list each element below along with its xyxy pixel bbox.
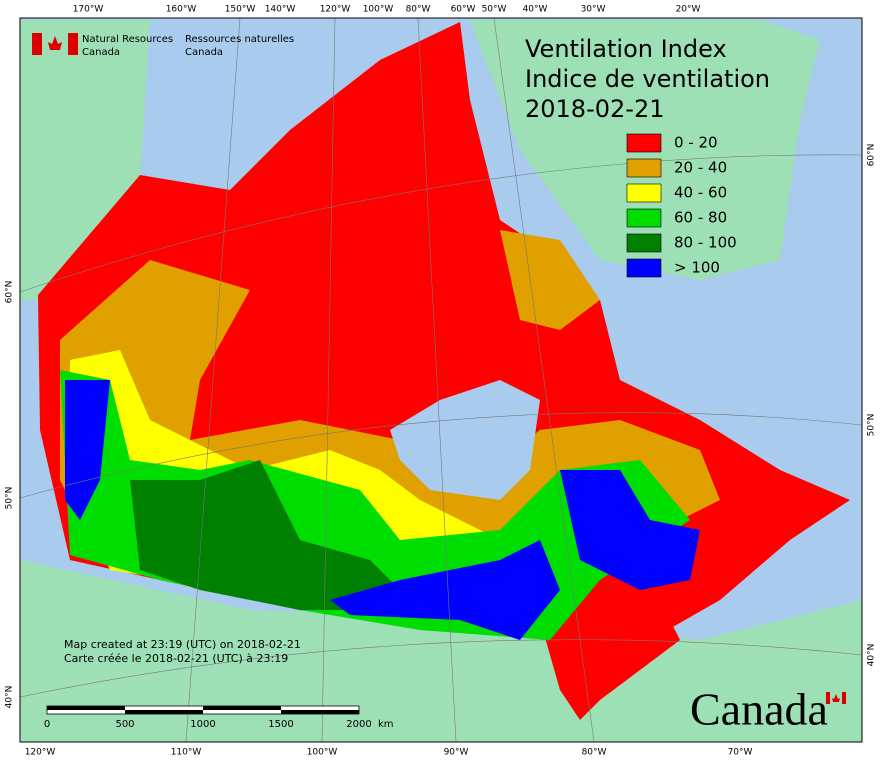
zone-red <box>550 580 680 720</box>
meridian <box>321 17 336 743</box>
zone-blue <box>330 540 560 640</box>
legend-swatch <box>626 208 662 228</box>
map-title: Indice de ventilation <box>525 65 770 93</box>
meridian <box>185 17 241 743</box>
longitude-label: 120°W <box>25 748 56 758</box>
wordmark-flag <box>826 692 846 704</box>
longitude-label: 120°W <box>320 5 351 15</box>
scale-seg <box>281 710 359 714</box>
latitude-label: 40°N <box>867 644 877 667</box>
scale-label: 500 <box>115 719 134 730</box>
legend-label: 80 - 100 <box>674 234 737 252</box>
longitude-label: 150°W <box>225 5 256 15</box>
agency-name: Canada <box>185 47 223 58</box>
meridian <box>493 17 595 743</box>
graticule <box>19 17 863 743</box>
legend-label: > 100 <box>674 259 720 277</box>
legend-swatch <box>626 183 662 203</box>
frame <box>19 17 863 743</box>
longitude-label: 80°W <box>582 748 607 758</box>
longitude-label: 20°W <box>676 5 701 15</box>
parallel <box>19 639 863 698</box>
longitude-label: 50°W <box>482 5 507 15</box>
scale-label: 2000 <box>346 719 371 730</box>
legend-label: 60 - 80 <box>674 209 727 227</box>
parallel <box>19 412 863 499</box>
longitude-label: 160°W <box>166 5 197 15</box>
flag-bar <box>826 692 830 704</box>
hudson-bay <box>390 380 540 500</box>
legend-label: 20 - 40 <box>674 159 727 177</box>
canada-wordmark: Canada <box>690 684 828 735</box>
longitude-label: 170°W <box>73 5 104 15</box>
legend-label: 40 - 60 <box>674 184 727 202</box>
legend-label: 0 - 20 <box>674 134 718 152</box>
agency-name: Natural Resources <box>82 34 173 45</box>
longitude-label: 90°W <box>444 748 469 758</box>
flag-bar <box>842 692 846 704</box>
agency-name: Canada <box>82 47 120 58</box>
zone-dark-green <box>130 460 420 610</box>
longitude-label: 30°W <box>581 5 606 15</box>
nrcan-logo <box>32 33 78 55</box>
latitude-label: 50°N <box>5 487 15 510</box>
flag-bar <box>68 33 78 55</box>
zone-orange <box>500 230 600 330</box>
map-title: Ventilation Index <box>525 35 727 63</box>
flag-bar <box>32 33 42 55</box>
legend-swatch <box>626 158 662 178</box>
latitude-label: 60°N <box>5 281 15 304</box>
alaska <box>20 20 150 300</box>
longitude-label: 60°W <box>451 5 476 15</box>
latitude-label: 40°N <box>5 686 15 709</box>
scale-label: 1000 <box>190 719 215 730</box>
agency-name: Ressources naturelles <box>185 34 294 45</box>
maple-leaf <box>48 36 62 50</box>
longitude-label: 100°W <box>363 5 394 15</box>
parallel <box>19 154 863 293</box>
scale-seg <box>125 710 203 714</box>
longitude-label: 100°W <box>307 748 338 758</box>
longitude-label: 140°W <box>265 5 296 15</box>
scale-bar <box>46 705 360 715</box>
legend-swatch <box>626 258 662 278</box>
longitude-label: 110°W <box>171 748 202 758</box>
scale-seg <box>203 706 281 710</box>
map-note: Carte créée le 2018-02-21 (UTC) à 23:19 <box>64 652 288 665</box>
scale-seg <box>47 706 125 710</box>
latitude-label: 60°N <box>867 144 877 167</box>
longitude-label: 70°W <box>728 748 753 758</box>
scale-label: 1500 <box>268 719 293 730</box>
meridian <box>417 17 457 743</box>
zone-blue <box>65 380 110 520</box>
map-date: 2018-02-21 <box>525 95 664 123</box>
legend-swatch <box>626 133 662 153</box>
zone-blue <box>560 470 700 590</box>
labels: Natural Resources Canada Ressources nature… <box>5 5 877 758</box>
legend-swatch <box>626 233 662 253</box>
longitude-label: 40°W <box>523 5 548 15</box>
latitude-label: 50°N <box>867 414 877 437</box>
map-note: Map created at 23:19 (UTC) on 2018-02-21 <box>64 638 301 651</box>
scale-label: 0 <box>44 719 50 730</box>
longitude-label: 80°W <box>406 5 431 15</box>
usa <box>20 560 862 742</box>
maple-leaf <box>832 694 840 702</box>
scale-unit: km <box>378 719 394 730</box>
